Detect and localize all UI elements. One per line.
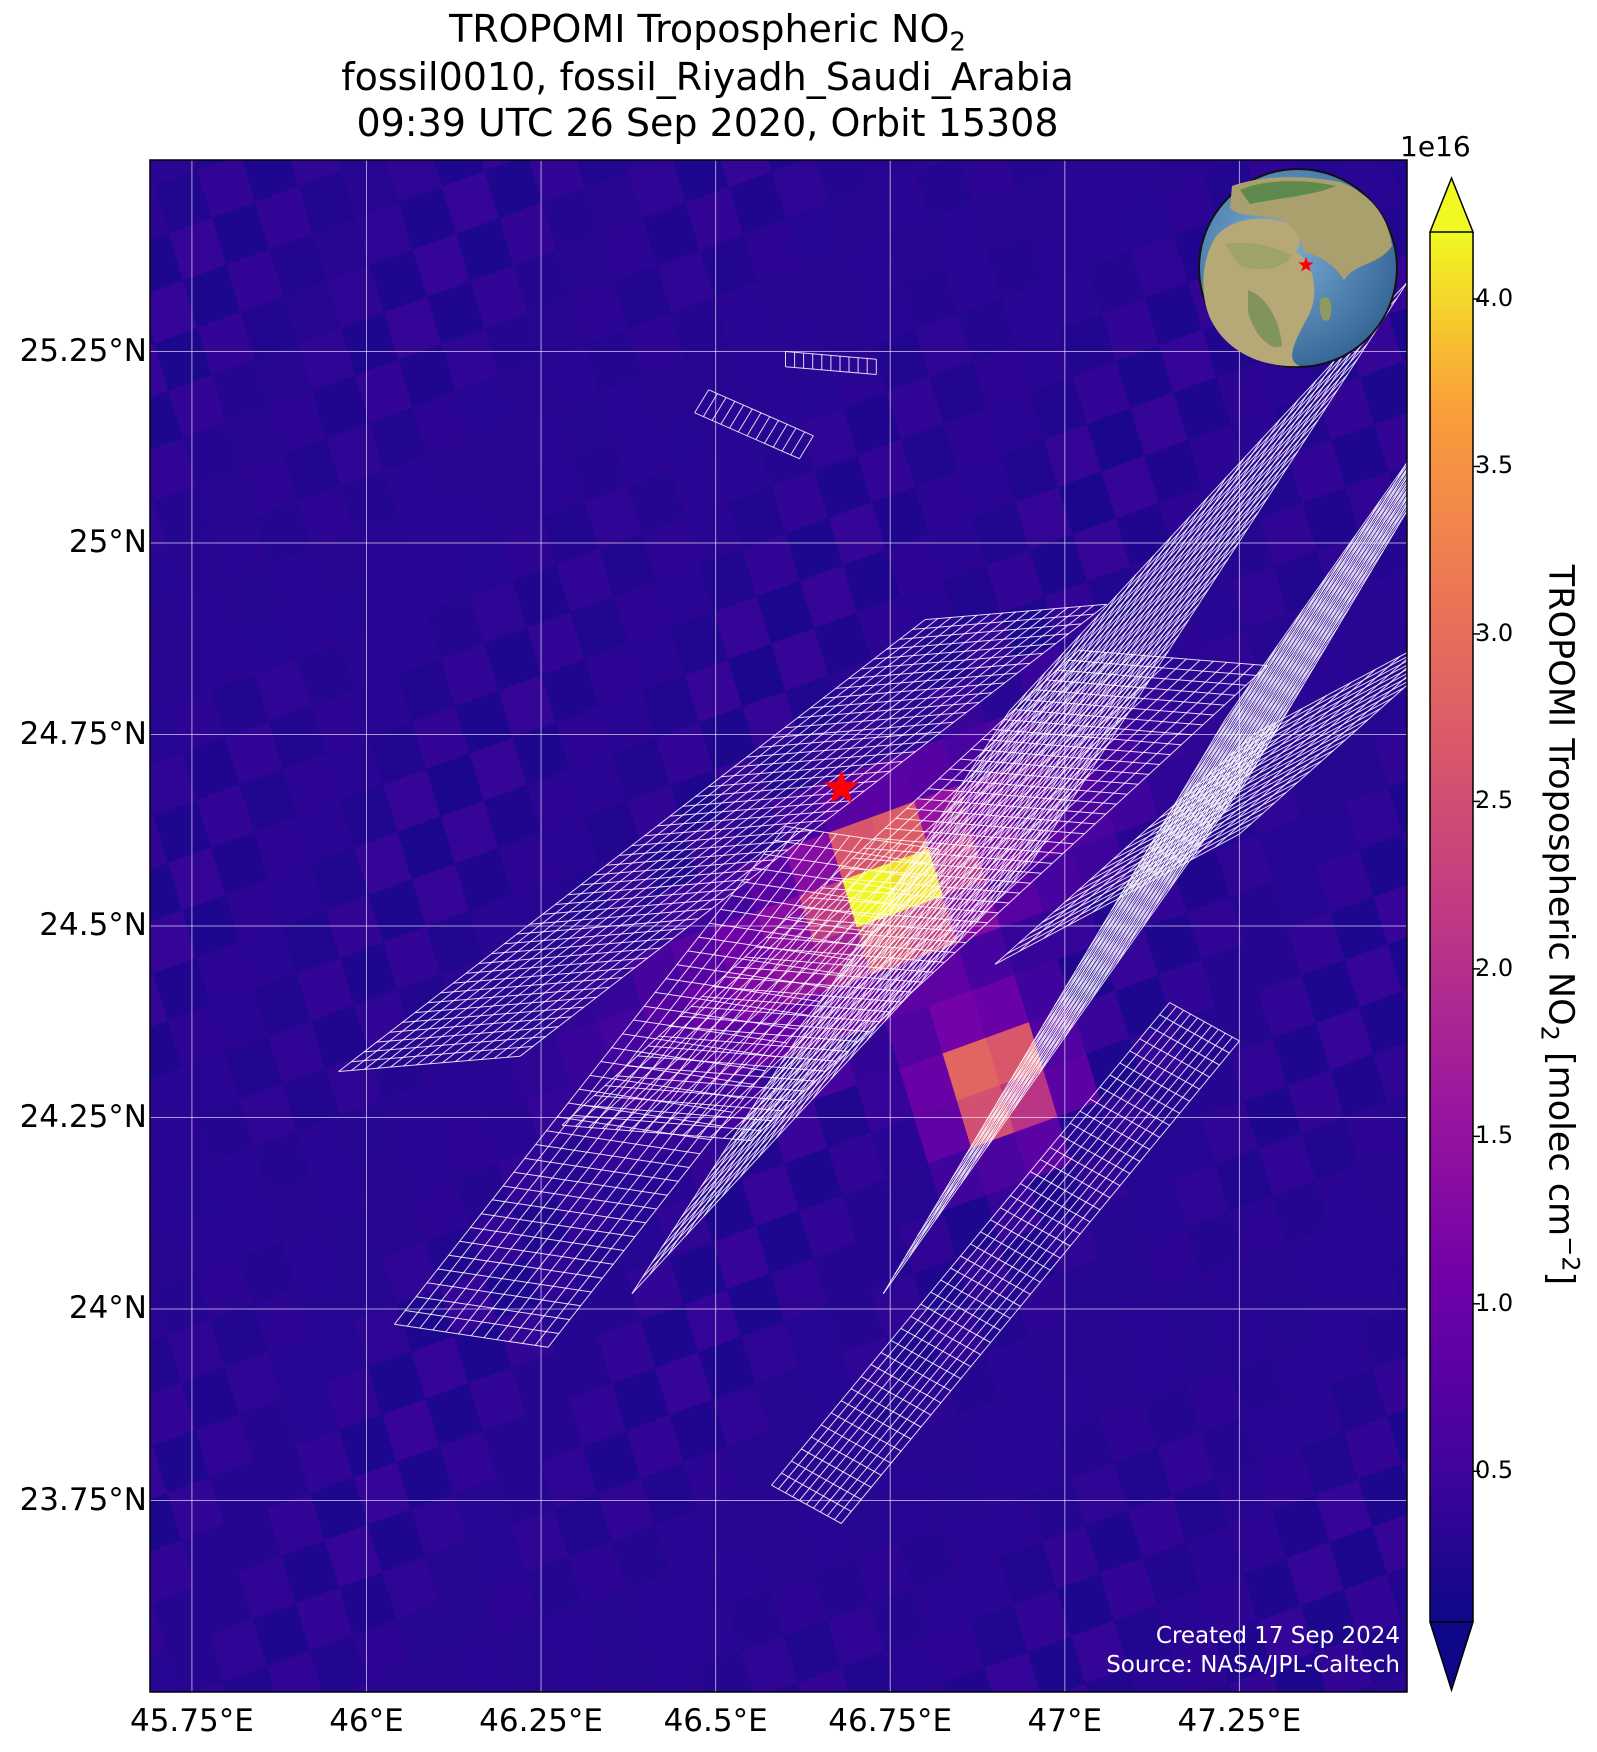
lat-tick-label: 24.75°N [19,715,147,752]
source-credit: Source: NASA/JPL-Caltech [1106,1652,1400,1678]
colorbar-tick-label: 3.0 [1475,618,1514,647]
lat-tick-label: 24.25°N [19,1098,147,1135]
lat-tick-label: 23.75°N [19,1481,147,1518]
colorbar-tick-label: 1.0 [1475,1288,1514,1317]
colorbar-tick-label: 1.5 [1475,1121,1514,1150]
footprint-grid [338,282,1407,1524]
no2-pixels [150,160,1407,1692]
map-frame [149,159,1408,1693]
inset-globe [1198,168,1398,368]
title-line-3: 09:39 UTC 26 Sep 2020, Orbit 15308 [356,101,1059,145]
lat-tick-label: 24.5°N [39,907,147,943]
lat-tick-label: 25°N [68,524,147,560]
lon-tick-label: 47°E [1027,1703,1103,1739]
colorbar-tick-label: 0.5 [1475,1456,1514,1485]
colorbar [1428,175,1480,1693]
lon-tick-label: 46.5°E [663,1703,768,1739]
lon-tick-label: 45.75°E [129,1703,254,1739]
lat-tick-label: 25.25°N [19,332,147,369]
lon-tick-label: 46.25°E [479,1703,603,1739]
colorbar-tick-label: 3.5 [1475,451,1514,480]
title-line-1: TROPOMI Tropospheric NO2 [449,7,966,58]
target-marker [823,769,859,804]
colorbar-label: TROPOMI Tropospheric NO2 [molec cm−2] [1535,564,1585,1286]
colorbar-exponent: 1e16 [1400,130,1471,163]
lon-tick-label: 46°E [329,1703,404,1739]
colorbar-tick-label: 2.5 [1475,786,1514,815]
title-line-2: fossil0010, fossil_Riyadh_Saudi_Arabia [341,55,1074,99]
created-date: Created 17 Sep 2024 [1155,1623,1400,1649]
lat-tick-label: 24°N [68,1290,147,1326]
lon-tick-label: 47.25°E [1177,1703,1302,1739]
colorbar-tick-label: 4.0 [1475,283,1514,312]
colorbar-tick-label: 2.0 [1475,953,1514,982]
lon-tick-label: 46.75°E [828,1703,953,1739]
